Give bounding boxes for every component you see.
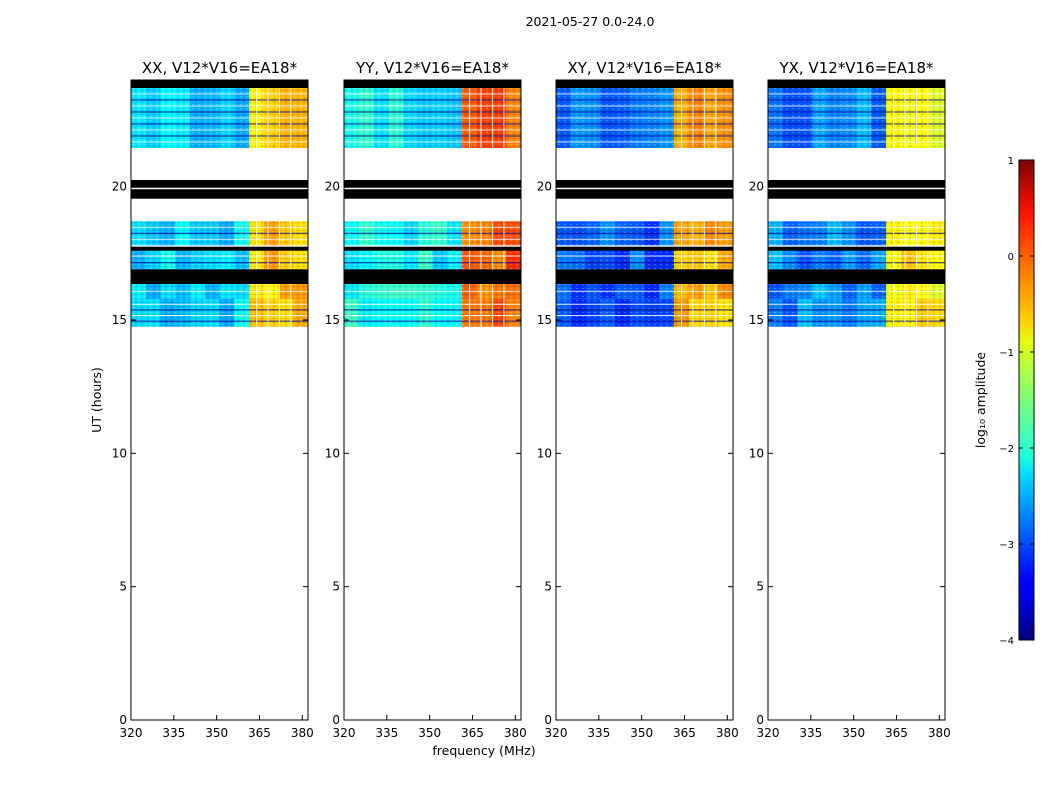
flagged-band	[556, 269, 733, 284]
colorbar-tick-label: −2	[999, 444, 1014, 455]
figure-suptitle: 2021-05-27 0.0-24.0	[525, 14, 655, 29]
x-tick-label: 380	[928, 726, 951, 740]
colorbar	[1018, 159, 1035, 641]
x-tick-label: 335	[375, 726, 398, 740]
y-tick-label: 0	[332, 713, 340, 727]
y-tick-label: 5	[544, 580, 552, 594]
x-tick-label: 335	[587, 726, 610, 740]
heatmap-texture	[768, 249, 945, 270]
x-tick-label: 380	[291, 726, 314, 740]
x-tick-label: 320	[757, 726, 780, 740]
y-tick-label: 20	[112, 180, 127, 194]
panel-title: YY, V12*V16=EA18*	[355, 59, 509, 77]
x-tick-label: 320	[120, 726, 143, 740]
y-tick-label: 15	[112, 313, 127, 327]
flagged-band	[556, 180, 733, 199]
x-tick-label: 320	[545, 726, 568, 740]
y-tick-label: 5	[119, 580, 127, 594]
flagged-band	[556, 246, 733, 251]
y-axis-label: UT (hours)	[89, 367, 104, 433]
flagged-band	[768, 269, 945, 284]
y-tick-label: 20	[325, 180, 340, 194]
y-tick-label: 20	[749, 180, 764, 194]
y-tick-label: 15	[325, 313, 340, 327]
x-tick-label: 320	[333, 726, 356, 740]
flagged-band	[344, 269, 521, 284]
flagged-band	[131, 269, 308, 284]
panel-4: YX, V12*V16=EA18* 320 335 350 365 380 0 5 10 15 20	[749, 59, 951, 740]
x-tick-label: 380	[716, 726, 739, 740]
flagged-band	[344, 180, 521, 199]
colorbar-label: log₁₀ amplitude	[973, 352, 988, 449]
flagged-band	[131, 80, 308, 88]
x-tick-label: 365	[885, 726, 908, 740]
y-tick-label: 10	[325, 446, 340, 460]
colorbar-tick-label: −3	[999, 540, 1014, 551]
heatmap-texture	[556, 249, 733, 270]
x-tick-label: 350	[842, 726, 865, 740]
axes-frame	[767, 79, 946, 721]
y-tick-label: 15	[537, 313, 552, 327]
x-tick-label: 335	[799, 726, 822, 740]
axes-frame	[343, 79, 522, 721]
flagged-band	[344, 80, 521, 88]
flagged-band	[344, 246, 521, 251]
x-tick-label: 365	[248, 726, 271, 740]
x-tick-label: 350	[205, 726, 228, 740]
x-tick-label: 380	[504, 726, 527, 740]
heatmap-texture	[131, 249, 308, 270]
axes-frame	[555, 79, 734, 721]
heatmap-texture	[556, 298, 733, 327]
y-tick-label: 15	[749, 313, 764, 327]
panel-title: XX, V12*V16=EA18*	[142, 59, 298, 77]
heatmap-texture	[344, 249, 521, 270]
y-tick-label: 10	[749, 446, 764, 460]
y-tick-label: 10	[112, 446, 127, 460]
heatmap-texture	[131, 298, 308, 327]
y-tick-label: 0	[756, 713, 764, 727]
flagged-band	[768, 80, 945, 88]
panel-title: XY, V12*V16=EA18*	[567, 59, 722, 77]
flagged-band	[556, 80, 733, 88]
x-tick-label: 365	[673, 726, 696, 740]
panel-1: XX, V12*V16=EA18* 320 335 350 365 380 0 5 10 15 20	[112, 59, 314, 740]
flagged-band	[768, 180, 945, 199]
panel-title: YX, V12*V16=EA18*	[778, 59, 934, 77]
y-tick-label: 0	[119, 713, 127, 727]
heatmap-texture	[768, 298, 945, 327]
colorbar-tick-label: 0	[1008, 252, 1014, 263]
heatmap-texture	[344, 298, 521, 327]
y-tick-label: 0	[544, 713, 552, 727]
colorbar-tick-label: −1	[999, 348, 1014, 359]
y-tick-label: 5	[332, 580, 340, 594]
x-tick-label: 350	[630, 726, 653, 740]
y-tick-label: 10	[537, 446, 552, 460]
flagged-band	[768, 246, 945, 251]
axes-frame	[130, 79, 309, 721]
x-tick-label: 335	[162, 726, 185, 740]
panel-2: YY, V12*V16=EA18* 320 335 350 365 380 0 5 10 15 20	[325, 59, 527, 740]
flagged-band	[131, 246, 308, 251]
flagged-band	[131, 180, 308, 199]
x-tick-label: 365	[461, 726, 484, 740]
colorbar-tick-label: −4	[999, 636, 1014, 647]
x-tick-label: 350	[418, 726, 441, 740]
y-tick-label: 20	[537, 180, 552, 194]
x-axis-label: frequency (MHz)	[432, 743, 535, 758]
y-tick-label: 5	[756, 580, 764, 594]
panel-3: XY, V12*V16=EA18* 320 335 350 365 380 0 5 10 15 20	[537, 59, 739, 740]
colorbar-tick-label: 1	[1008, 156, 1014, 167]
